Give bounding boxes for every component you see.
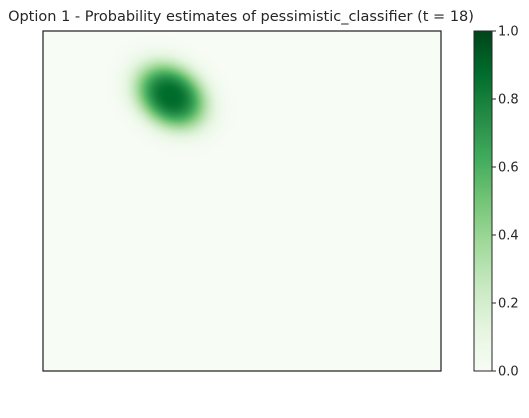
colorbar-tick-label: 0.2 [498, 297, 519, 312]
heatmap-plot-area [43, 31, 441, 371]
heatmap-canvas [43, 31, 441, 371]
colorbar-tick-label: 0.4 [498, 229, 519, 244]
colorbar-tick-label: 0.6 [498, 161, 519, 176]
chart-title: Option 1 - Probability estimates of pess… [8, 9, 474, 25]
colorbar-tick-label: 1.0 [498, 25, 519, 40]
colorbar-tick-label: 0.8 [498, 93, 519, 108]
colorbar-tick-label: 0.0 [498, 365, 519, 380]
plot-frame [42, 30, 442, 372]
colorbar-ticks: 0.0 0.2 0.4 0.6 0.8 1.0 [492, 25, 519, 380]
colorbar [473, 30, 493, 372]
